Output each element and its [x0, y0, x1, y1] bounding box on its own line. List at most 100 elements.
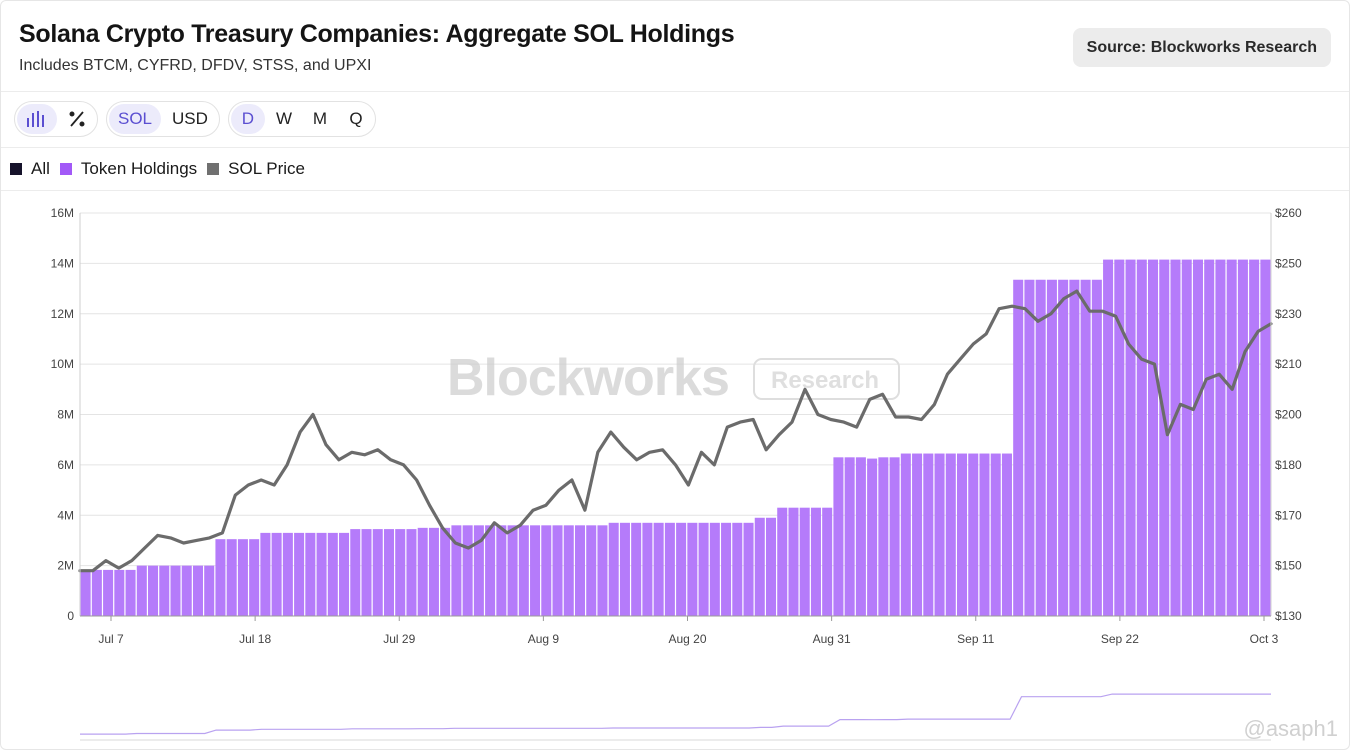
y-left-tick-label: 16M — [51, 206, 74, 220]
bar — [855, 457, 866, 616]
bar — [664, 522, 675, 616]
x-tick-label: Aug 9 — [528, 632, 560, 646]
x-tick-label: Jul 7 — [98, 632, 124, 646]
bar — [237, 539, 248, 616]
bar — [417, 527, 428, 616]
navigator-series — [80, 693, 1271, 735]
bar — [192, 565, 203, 616]
bar — [428, 527, 439, 616]
legend-item-sol-price[interactable]: SOL Price — [207, 159, 305, 179]
bar — [822, 507, 833, 616]
chart-area: Blockworks Research 0 2M 4M 6M 8M 10M 12M 14M 16… — [51, 206, 1302, 741]
x-tick-label: Aug 31 — [813, 632, 851, 646]
bar — [305, 532, 316, 616]
bar-chart-icon[interactable] — [17, 104, 57, 134]
y-left-tick-label: 6M — [57, 458, 74, 472]
sol-price-series — [78, 289, 1273, 573]
bar — [91, 569, 102, 616]
bar — [676, 522, 687, 616]
bar — [788, 507, 799, 616]
bar — [608, 522, 619, 616]
period-month-button[interactable]: M — [312, 109, 328, 128]
bar — [619, 522, 630, 616]
bar — [552, 525, 563, 616]
bar — [653, 522, 664, 616]
percent-icon[interactable] — [59, 104, 95, 134]
bar — [339, 532, 350, 616]
chart-toolbar: SOL USD D W M Q — [14, 101, 376, 137]
bar — [451, 525, 462, 616]
chart-subtitle: Includes BTCM, CYFRD, DFDV, STSS, and UP… — [19, 57, 372, 74]
bar — [462, 525, 473, 616]
bar — [440, 527, 451, 616]
y-right-tick-label: $260 — [1275, 206, 1302, 220]
unit-sol-button[interactable]: SOL — [109, 104, 162, 134]
bar — [631, 522, 642, 616]
bar — [765, 517, 777, 616]
y-left-tick-label: 14M — [51, 256, 74, 270]
unit-usd-button[interactable]: USD — [172, 109, 208, 128]
legend-label: SOL Price — [228, 159, 305, 178]
period-quarter-button[interactable]: Q — [349, 109, 363, 128]
axes — [79, 213, 1272, 617]
bar — [956, 453, 968, 616]
bar — [1237, 259, 1248, 616]
y-right-tick-label: $200 — [1275, 408, 1302, 422]
bar — [226, 539, 237, 616]
watermark: Blockworks Research — [447, 349, 900, 407]
bar — [114, 569, 125, 616]
bar — [541, 525, 552, 616]
chart-legend: All Token Holdings SOL Price — [10, 159, 305, 179]
bar — [1260, 259, 1271, 616]
y-right-tick-label: $250 — [1275, 256, 1302, 270]
bar — [485, 525, 496, 616]
x-tick-label: Jul 29 — [383, 632, 415, 646]
bar — [1181, 259, 1192, 616]
bar — [586, 525, 597, 616]
token-holdings-bars — [80, 259, 1271, 616]
bar — [1114, 259, 1125, 616]
bar — [260, 532, 271, 616]
legend-label: All — [31, 159, 50, 178]
unit-toggle: SOL USD — [106, 101, 220, 137]
x-tick-label: Sep 11 — [957, 632, 994, 646]
bar — [1125, 259, 1136, 616]
period-toggle: D W M Q — [227, 101, 376, 137]
bar — [316, 532, 327, 616]
chart-type-toggle — [14, 101, 98, 137]
bar — [1013, 279, 1024, 616]
bar — [574, 525, 586, 616]
bar — [945, 453, 956, 616]
y-left-tick-label: 2M — [57, 559, 74, 573]
bar — [979, 453, 990, 616]
period-day-button[interactable]: D — [230, 104, 265, 134]
y-right-tick-label: $180 — [1275, 458, 1302, 472]
bar — [204, 565, 215, 616]
divider — [1, 91, 1349, 92]
bar — [923, 453, 934, 616]
watermark-text: Blockworks — [447, 349, 729, 407]
bar — [878, 457, 889, 616]
bar — [889, 457, 900, 616]
bar — [1204, 259, 1215, 616]
y-left-tick-label: 8M — [57, 408, 74, 422]
source-badge[interactable]: Source: Blockworks Research — [1072, 28, 1331, 67]
bar — [563, 525, 574, 616]
y-right-tick-label: $230 — [1275, 307, 1302, 321]
legend-item-token-holdings[interactable]: Token Holdings — [59, 159, 197, 179]
range-navigator[interactable] — [80, 693, 1271, 741]
bar — [867, 458, 878, 616]
bar — [1170, 259, 1181, 616]
bar — [709, 522, 720, 616]
bar — [721, 522, 732, 616]
bar — [1226, 259, 1237, 616]
bar — [282, 532, 293, 616]
bar — [1103, 259, 1114, 616]
legend-item-all[interactable]: All — [10, 159, 50, 179]
bar — [1148, 259, 1159, 616]
bar — [1046, 279, 1057, 616]
bar — [1058, 279, 1069, 616]
bar — [406, 529, 417, 616]
period-week-button[interactable]: W — [275, 109, 292, 128]
y-left-tick-label: 12M — [51, 307, 74, 321]
